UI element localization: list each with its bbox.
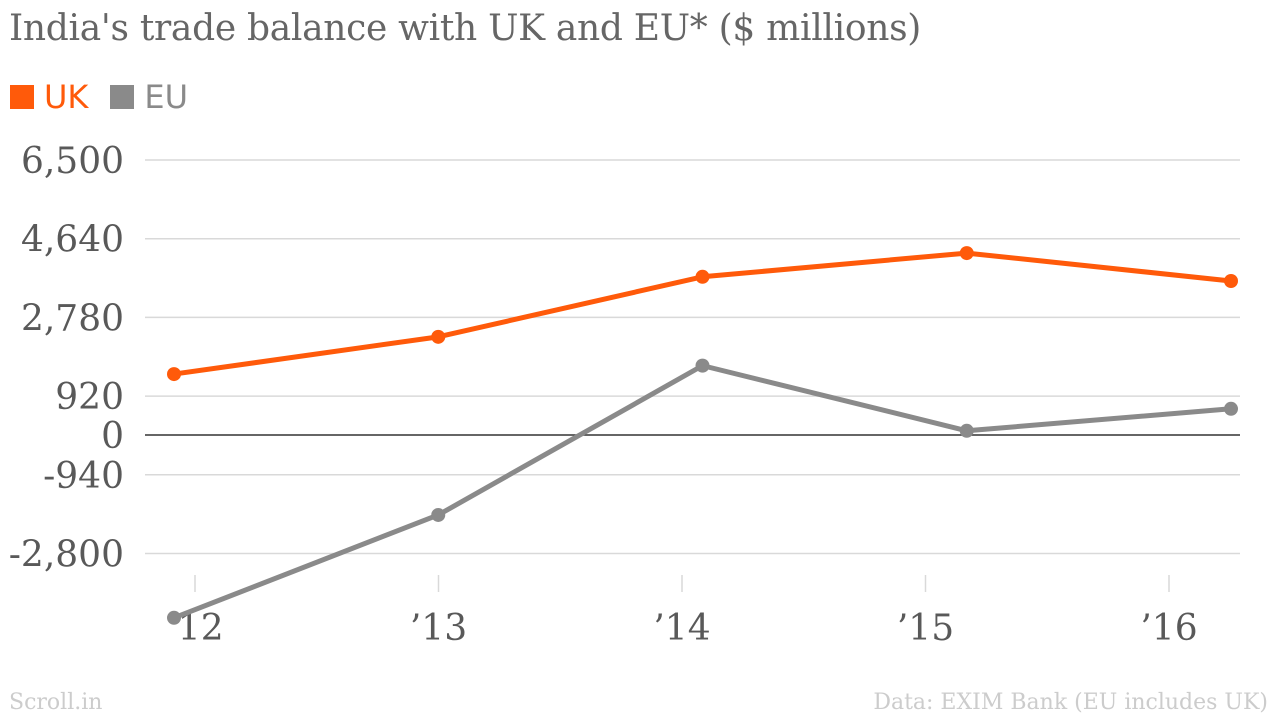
data-point-eu [1224,401,1238,416]
y-tick-label: 2,780 [21,298,124,339]
legend: UK EU [10,78,210,116]
y-tick-label: 0 [101,416,124,457]
data-point-eu [167,610,181,625]
y-tick-label: 4,640 [21,220,124,261]
data-point-uk [167,367,181,382]
data-point-uk [1224,274,1238,288]
x-tick-label: ’15 [897,608,954,649]
legend-swatch-eu [110,85,135,109]
footer-source-left: Scroll.in [9,690,103,715]
legend-swatch-uk [10,85,34,109]
y-tick-label: 920 [55,377,124,418]
x-tick-label: ’14 [653,608,710,649]
x-tick-label: ’16 [1140,608,1197,649]
data-point-uk [959,246,974,261]
chart-title: India's trade balance with UK and EU* ($… [9,8,922,49]
legend-item-uk: UK [10,78,88,116]
legend-label-eu: EU [144,78,189,116]
data-point-eu [695,358,710,373]
legend-item-eu: EU [110,78,188,116]
data-point-uk [431,329,446,344]
data-point-eu [959,423,974,438]
y-tick-label: 6,500 [21,141,124,182]
legend-label-uk: UK [44,78,89,116]
y-tick-label: -2,800 [9,534,124,575]
footer-source-right: Data: EXIM Bank (EU includes UK) [873,690,1268,715]
x-tick-label: ’13 [410,608,467,649]
series-line-eu [171,363,1234,621]
data-point-eu [431,507,446,522]
y-tick-label: -940 [43,456,124,497]
data-point-uk [695,269,710,284]
